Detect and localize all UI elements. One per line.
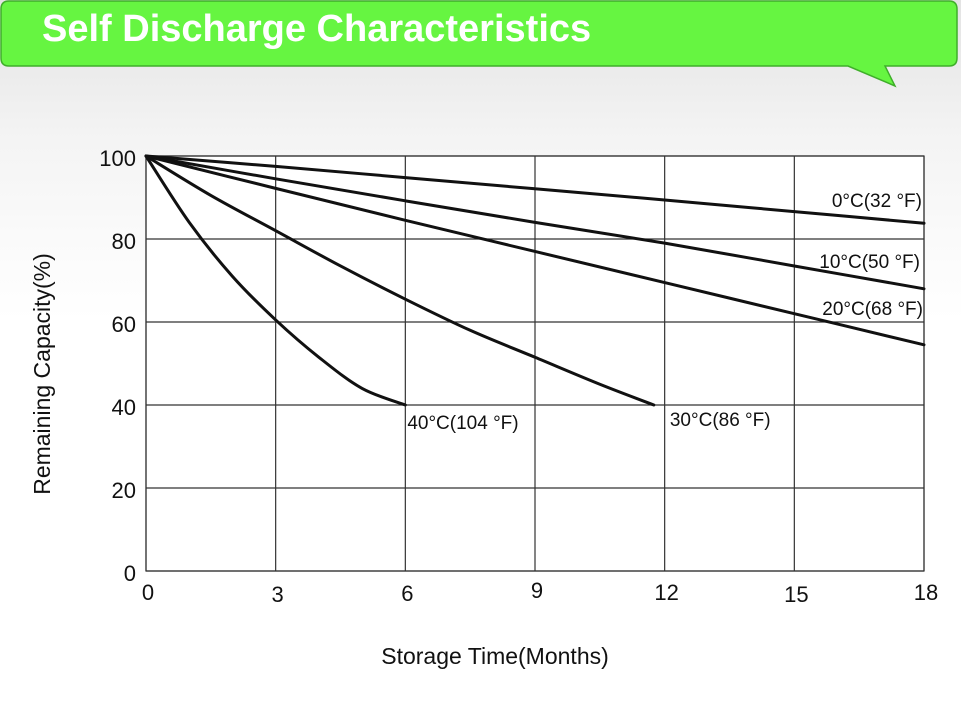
y-tick-label: 20 <box>112 478 136 503</box>
series-line <box>144 154 926 291</box>
series-label: 10°C(50 °F) <box>819 252 920 273</box>
x-tick-label: 9 <box>531 578 543 603</box>
series-label: 30°C(86 °F) <box>670 410 771 431</box>
y-tick-label: 0 <box>124 561 136 586</box>
y-axis-label: Remaining Capacity(%) <box>29 253 55 495</box>
series-line <box>144 154 926 347</box>
series-label: 0°C(32 °F) <box>832 191 922 212</box>
x-tick-label: 3 <box>272 582 284 607</box>
x-tick-label: 12 <box>654 580 678 605</box>
series-line <box>144 154 407 407</box>
x-tick-label: 18 <box>914 580 938 605</box>
x-tick-label: 6 <box>401 581 413 606</box>
y-tick-label: 60 <box>112 312 136 337</box>
y-tick-label: 80 <box>112 229 136 254</box>
series-label: 20°C(68 °F) <box>822 299 923 320</box>
x-tick-label: 0 <box>142 580 154 605</box>
x-tick-label: 15 <box>784 582 808 607</box>
chart-grid <box>145 155 925 572</box>
series-line <box>144 154 926 225</box>
x-axis-label: Storage Time(Months) <box>381 643 609 669</box>
banner-shape <box>0 0 958 88</box>
series-labels: 0°C(32 °F) 10°C(50 °F) 20°C(68 °F) 30°C(86 … <box>407 191 923 434</box>
series-line <box>144 154 656 407</box>
chart-series <box>144 154 926 407</box>
y-tick-label: 40 <box>112 395 136 420</box>
chart-ticks: 0 3 6 9 12 15 18 0 20 40 60 80 100 <box>99 146 938 607</box>
y-tick-label: 100 <box>99 146 136 171</box>
title-banner <box>0 0 958 88</box>
page-title: Self Discharge Characteristics <box>42 8 592 50</box>
series-label: 40°C(104 °F) <box>407 413 518 434</box>
